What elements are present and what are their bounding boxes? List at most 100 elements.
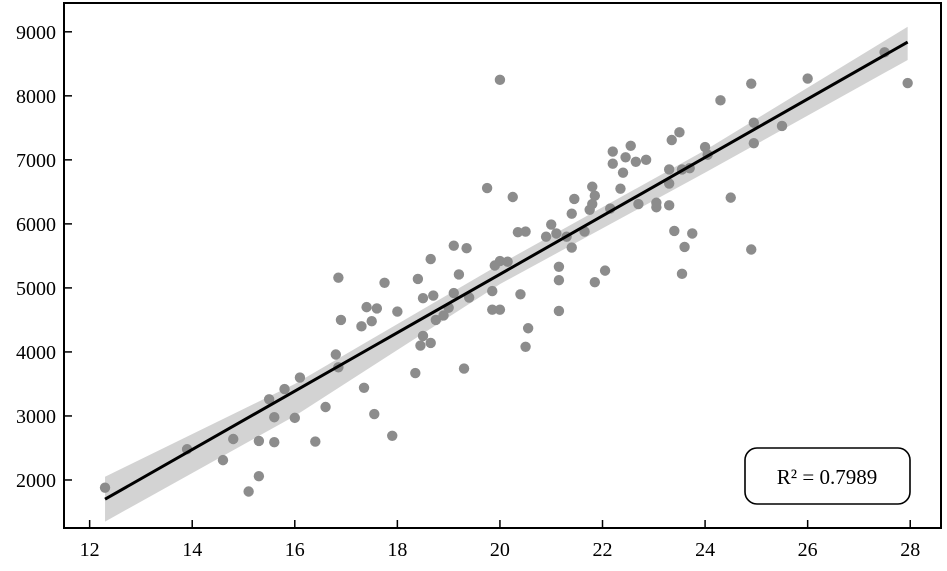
data-point bbox=[99, 482, 111, 493]
data-point bbox=[607, 158, 618, 169]
data-point bbox=[379, 277, 390, 288]
data-point bbox=[458, 363, 470, 374]
data-point bbox=[417, 330, 429, 342]
data-point bbox=[546, 219, 557, 230]
data-point bbox=[330, 349, 342, 360]
data-point bbox=[217, 454, 229, 466]
data-point bbox=[615, 183, 626, 194]
data-point bbox=[607, 146, 618, 157]
data-point bbox=[663, 164, 675, 175]
data-point bbox=[551, 228, 562, 239]
data-point bbox=[415, 340, 426, 351]
x-tick-label: 24 bbox=[695, 539, 715, 561]
y-tick-label: 8000 bbox=[16, 86, 56, 108]
data-point bbox=[425, 253, 436, 265]
data-point bbox=[453, 269, 465, 280]
data-point bbox=[425, 337, 436, 349]
data-point bbox=[669, 225, 680, 237]
data-point bbox=[448, 287, 459, 299]
data-point bbox=[520, 341, 531, 353]
data-point bbox=[802, 73, 813, 84]
x-tick-label: 26 bbox=[798, 539, 818, 561]
data-point bbox=[522, 323, 534, 334]
data-point bbox=[587, 181, 598, 192]
data-point bbox=[294, 372, 306, 383]
data-point bbox=[687, 228, 698, 239]
data-point bbox=[566, 208, 577, 219]
data-point bbox=[356, 321, 367, 332]
data-point bbox=[676, 268, 688, 280]
data-point bbox=[253, 435, 265, 447]
data-point bbox=[269, 412, 280, 423]
data-points-layer bbox=[99, 47, 913, 497]
plot-frame bbox=[63, 2, 942, 529]
data-point bbox=[417, 292, 429, 304]
data-point bbox=[540, 231, 552, 242]
r2-annotation-box bbox=[744, 447, 911, 505]
data-point bbox=[487, 304, 498, 315]
data-point bbox=[569, 193, 580, 205]
data-point bbox=[253, 470, 265, 482]
data-point bbox=[412, 273, 424, 285]
data-point bbox=[617, 167, 629, 178]
data-point bbox=[487, 285, 498, 297]
data-point bbox=[494, 74, 506, 86]
r2-annotation: R² = 0.7989 bbox=[744, 447, 911, 505]
data-point bbox=[589, 190, 601, 201]
data-point bbox=[369, 408, 380, 420]
data-point bbox=[515, 289, 526, 300]
data-point bbox=[289, 412, 300, 424]
data-point bbox=[371, 303, 383, 314]
data-point bbox=[243, 486, 254, 497]
data-point bbox=[310, 436, 321, 447]
data-point bbox=[507, 191, 518, 203]
y-tick-label: 4000 bbox=[16, 342, 56, 364]
x-tick-label: 16 bbox=[285, 539, 305, 561]
data-point bbox=[651, 202, 662, 213]
data-point bbox=[361, 301, 372, 313]
data-point bbox=[410, 367, 421, 379]
regression-line bbox=[104, 40, 909, 501]
data-point bbox=[333, 272, 344, 283]
x-tick-label: 14 bbox=[182, 539, 202, 561]
data-point bbox=[512, 227, 524, 238]
data-point bbox=[725, 192, 736, 203]
data-point bbox=[599, 265, 611, 276]
data-point bbox=[748, 117, 760, 128]
data-point bbox=[663, 200, 675, 211]
data-point bbox=[553, 261, 565, 272]
data-point bbox=[633, 198, 644, 210]
data-point bbox=[553, 305, 565, 317]
data-point bbox=[494, 255, 506, 267]
x-axis-ticks: 12 14 16 18 20 22 24 26 28 bbox=[80, 520, 920, 561]
data-point bbox=[387, 430, 398, 442]
x-tick-label: 22 bbox=[593, 539, 613, 561]
y-tick-label: 9000 bbox=[16, 22, 56, 44]
data-point bbox=[587, 198, 598, 210]
data-point bbox=[715, 95, 726, 106]
data-point bbox=[902, 77, 913, 89]
data-point bbox=[748, 138, 760, 149]
x-tick-label: 18 bbox=[387, 539, 407, 561]
data-point bbox=[320, 401, 331, 413]
y-tick-label: 7000 bbox=[16, 150, 56, 172]
x-tick-label: 12 bbox=[80, 539, 100, 561]
data-point bbox=[520, 226, 531, 237]
data-point bbox=[438, 310, 449, 321]
data-point bbox=[358, 382, 370, 393]
r2-annotation-text: R² = 0.7989 bbox=[777, 465, 877, 489]
data-point bbox=[620, 152, 631, 163]
y-tick-label: 6000 bbox=[16, 214, 56, 236]
data-point bbox=[228, 433, 239, 445]
data-point bbox=[776, 120, 788, 132]
data-point bbox=[746, 78, 757, 89]
data-point bbox=[674, 127, 685, 138]
data-point bbox=[679, 241, 690, 253]
data-point bbox=[366, 316, 377, 327]
fit-line-layer bbox=[104, 40, 909, 501]
data-point bbox=[392, 306, 403, 317]
x-tick-label: 20 bbox=[490, 539, 510, 561]
data-point bbox=[746, 244, 757, 255]
data-point bbox=[269, 437, 280, 448]
